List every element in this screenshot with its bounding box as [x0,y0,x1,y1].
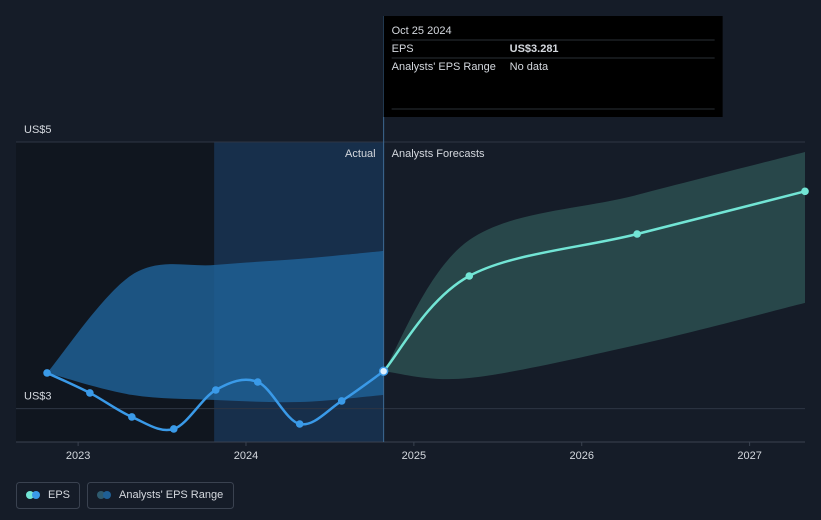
eps-point [43,369,51,377]
x-tick-label: 2025 [402,450,426,462]
tooltip [383,16,723,117]
eps-point [253,378,262,386]
eps-point [378,366,389,376]
eps-point [86,389,94,397]
forecast-label: Analysts Forecasts [392,148,485,160]
actual-label: Actual [345,148,376,160]
tooltip-date: Oct 25 2024 [392,25,452,37]
x-tick-label: 2023 [66,450,90,462]
legend-swatch [103,491,111,499]
eps-point [465,272,474,280]
legend-label[interactable]: Analysts' EPS Range [119,489,223,501]
y-tick-label: US$3 [24,391,52,403]
legend-label[interactable]: EPS [48,489,70,501]
tooltip-label: Analysts' EPS Range [392,61,496,73]
x-tick-label: 2024 [234,450,258,462]
legend-swatch [26,491,34,499]
legend-item[interactable] [87,482,234,509]
legend-item[interactable] [16,482,80,509]
range-area [47,250,384,403]
x-tick-label: 2026 [569,450,593,462]
tooltip-value: No data [510,61,549,73]
range-area [383,152,805,380]
eps-point [295,420,304,428]
tooltip-label: EPS [392,43,414,55]
eps-line [382,190,806,373]
eps-point [337,397,346,405]
legend-swatch [97,491,105,499]
eps-point [170,425,178,433]
eps-point [633,230,641,238]
legend-swatch [32,491,40,499]
eps-point [801,187,809,196]
eps-point [128,413,136,421]
x-tick-label: 2027 [737,450,761,462]
tooltip-value: US$3.281 [510,43,559,55]
y-tick-label: US$5 [24,124,52,136]
eps-point [211,386,220,394]
